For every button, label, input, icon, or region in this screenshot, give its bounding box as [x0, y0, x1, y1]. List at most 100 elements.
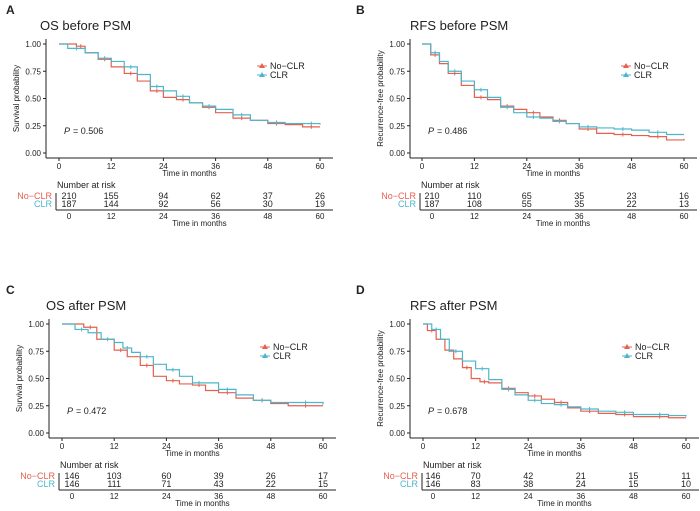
risk-row-label: No−CLR — [381, 191, 416, 201]
y-tick-label: 0.75 — [28, 347, 44, 356]
p-label: P — [428, 126, 434, 136]
y-tick-label: 0.25 — [389, 402, 405, 411]
x-axis-label: Time in months — [527, 449, 581, 458]
x-axis-label: Time in months — [165, 449, 219, 458]
risk-value: 43 — [214, 479, 224, 489]
y-tick-label: 0.75 — [389, 347, 405, 356]
km-curve-clr — [422, 43, 684, 136]
risk-row-label: No−CLR — [17, 191, 52, 201]
y-tick-label: 0.00 — [25, 149, 41, 158]
legend-label: No−CLR — [635, 342, 670, 352]
p-value-text: = 0.472 — [76, 406, 106, 416]
x-tick-label: 48 — [266, 442, 275, 451]
x-tick-label: 60 — [316, 162, 325, 171]
risk-value: 26 — [315, 191, 325, 201]
risk-x-tick-label: 0 — [67, 212, 72, 221]
p-value: P = 0.506 — [64, 126, 103, 136]
risk-value: 60 — [161, 471, 171, 481]
risk-value: 70 — [471, 471, 481, 481]
x-tick-label: 24 — [524, 442, 533, 451]
risk-value: 92 — [158, 199, 168, 209]
risk-x-tick-label: 60 — [682, 492, 691, 501]
x-tick-label: 0 — [421, 442, 426, 451]
x-tick-label: 60 — [680, 162, 689, 171]
risk-value: 13 — [679, 199, 689, 209]
risk-value: 103 — [107, 471, 122, 481]
legend-label: CLR — [635, 351, 654, 361]
risk-value: 83 — [471, 479, 481, 489]
risk-x-tick-label: 36 — [214, 492, 223, 501]
x-tick-label: 0 — [60, 442, 65, 451]
risk-x-tick-label: 12 — [471, 492, 480, 501]
km-curve-clr — [62, 323, 324, 405]
risk-x-tick-label: 48 — [266, 492, 275, 501]
risk-x-tick-label: 48 — [263, 212, 272, 221]
y-tick-label: 0.75 — [389, 67, 405, 76]
x-tick-label: 36 — [576, 442, 585, 451]
risk-value: 71 — [161, 479, 171, 489]
legend-label: No−CLR — [273, 342, 308, 352]
x-tick-label: 48 — [629, 442, 638, 451]
risk-value: 111 — [107, 479, 121, 489]
x-tick-label: 60 — [319, 442, 328, 451]
y-tick-label: 0.00 — [389, 149, 405, 158]
risk-value: 24 — [576, 479, 586, 489]
risk-x-tick-label: 36 — [576, 492, 585, 501]
risk-value: 42 — [523, 471, 533, 481]
risk-value: 19 — [315, 199, 325, 209]
risk-value: 22 — [266, 479, 276, 489]
risk-value: 17 — [318, 471, 328, 481]
legend-label: CLR — [634, 70, 653, 80]
x-tick-label: 12 — [110, 442, 119, 451]
y-tick-label: 0.25 — [389, 122, 405, 131]
risk-value: 55 — [522, 199, 532, 209]
p-value-text: = 0.506 — [73, 126, 103, 136]
chart-title: OS before PSM — [40, 18, 131, 33]
risk-x-axis-label: Time in months — [175, 499, 229, 508]
x-tick-label: 12 — [471, 442, 480, 451]
risk-value: 146 — [64, 479, 79, 489]
risk-row-label: No−CLR — [383, 471, 418, 481]
risk-value: 21 — [576, 471, 586, 481]
risk-value: 37 — [263, 191, 273, 201]
risk-value: 146 — [425, 471, 440, 481]
risk-value: 210 — [424, 191, 439, 201]
y-tick-label: 0.00 — [389, 429, 405, 438]
risk-x-tick-label: 24 — [159, 212, 168, 221]
y-tick-label: 0.25 — [28, 402, 44, 411]
x-tick-label: 0 — [420, 162, 425, 171]
risk-value: 38 — [523, 479, 533, 489]
legend-label: No−CLR — [634, 61, 669, 71]
legend-label: No−CLR — [270, 61, 305, 71]
risk-value: 62 — [211, 191, 221, 201]
x-axis-label: Time in months — [526, 169, 580, 178]
y-tick-label: 0.50 — [389, 95, 405, 104]
legend-label: CLR — [270, 70, 289, 80]
x-tick-label: 48 — [263, 162, 272, 171]
risk-value: 26 — [266, 471, 276, 481]
x-tick-label: 0 — [57, 162, 62, 171]
x-tick-label: 12 — [107, 162, 116, 171]
risk-value: 16 — [679, 191, 689, 201]
x-tick-label: 24 — [162, 442, 171, 451]
y-tick-label: 0.50 — [28, 375, 44, 384]
risk-row-label: CLR — [400, 479, 419, 489]
p-value: P = 0.486 — [428, 126, 467, 136]
risk-row-label: CLR — [34, 199, 53, 209]
p-value: P = 0.678 — [428, 406, 467, 416]
panel-label: D — [356, 283, 365, 297]
risk-value: 108 — [467, 199, 482, 209]
y-tick-label: 0.25 — [25, 122, 41, 131]
p-value-text: = 0.486 — [437, 126, 467, 136]
risk-value: 187 — [424, 199, 439, 209]
risk-value: 15 — [628, 479, 638, 489]
y-tick-label: 1.00 — [25, 40, 41, 49]
x-tick-label: 36 — [575, 162, 584, 171]
km-curve-no-clr — [422, 43, 685, 141]
risk-x-tick-label: 60 — [680, 212, 689, 221]
risk-x-tick-label: 36 — [211, 212, 220, 221]
x-axis-label: Time in months — [162, 169, 216, 178]
x-tick-label: 36 — [214, 442, 223, 451]
risk-x-tick-label: 36 — [575, 212, 584, 221]
x-tick-label: 24 — [159, 162, 168, 171]
